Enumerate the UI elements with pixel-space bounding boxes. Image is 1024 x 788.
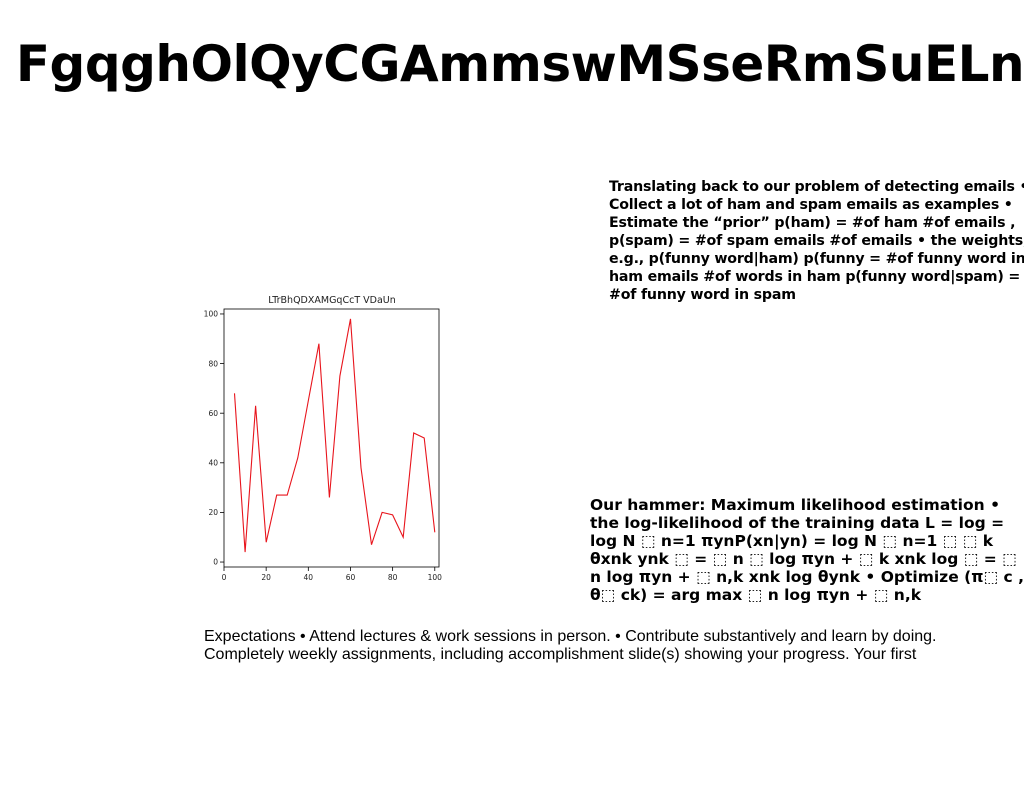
x-tick-label: 20 bbox=[261, 573, 271, 580]
x-axis-ticks: 0 20 40 60 80 100 bbox=[222, 567, 443, 580]
x-tick-label: 100 bbox=[428, 573, 443, 580]
x-tick-label: 80 bbox=[388, 573, 398, 580]
page-title: FgqghOlQyCGAmmswMSseRmSuELn bbox=[15, 35, 1024, 93]
chart-title: LTrBhQDXAMGqCcT VDaUn bbox=[268, 295, 396, 306]
y-tick-label: 40 bbox=[208, 459, 218, 468]
plot-area bbox=[223, 308, 440, 568]
series-group bbox=[233, 318, 436, 553]
text-block-naive-bayes: Translating back to our problem of detec… bbox=[609, 179, 1024, 303]
y-tick-label: 20 bbox=[208, 508, 218, 517]
series-line bbox=[233, 318, 436, 553]
text-block-mle: Our hammer: Maximum likelihood estimatio… bbox=[590, 496, 1024, 604]
y-tick-label: 80 bbox=[208, 359, 218, 368]
y-axis-ticks: 0 20 40 60 80 100 bbox=[204, 310, 224, 567]
x-tick-label: 40 bbox=[304, 573, 314, 580]
y-tick-label: 100 bbox=[204, 310, 219, 319]
line-chart: LTrBhQDXAMGqCcT VDaUn 0 20 40 60 80 100 0 20 40… bbox=[204, 295, 443, 580]
x-tick-label: 0 bbox=[222, 573, 227, 580]
x-tick-label: 60 bbox=[346, 573, 356, 580]
text-block-expectations: Expectations • Attend lectures & work se… bbox=[204, 628, 937, 663]
y-tick-label: 0 bbox=[213, 558, 218, 567]
y-tick-label: 60 bbox=[208, 409, 218, 418]
